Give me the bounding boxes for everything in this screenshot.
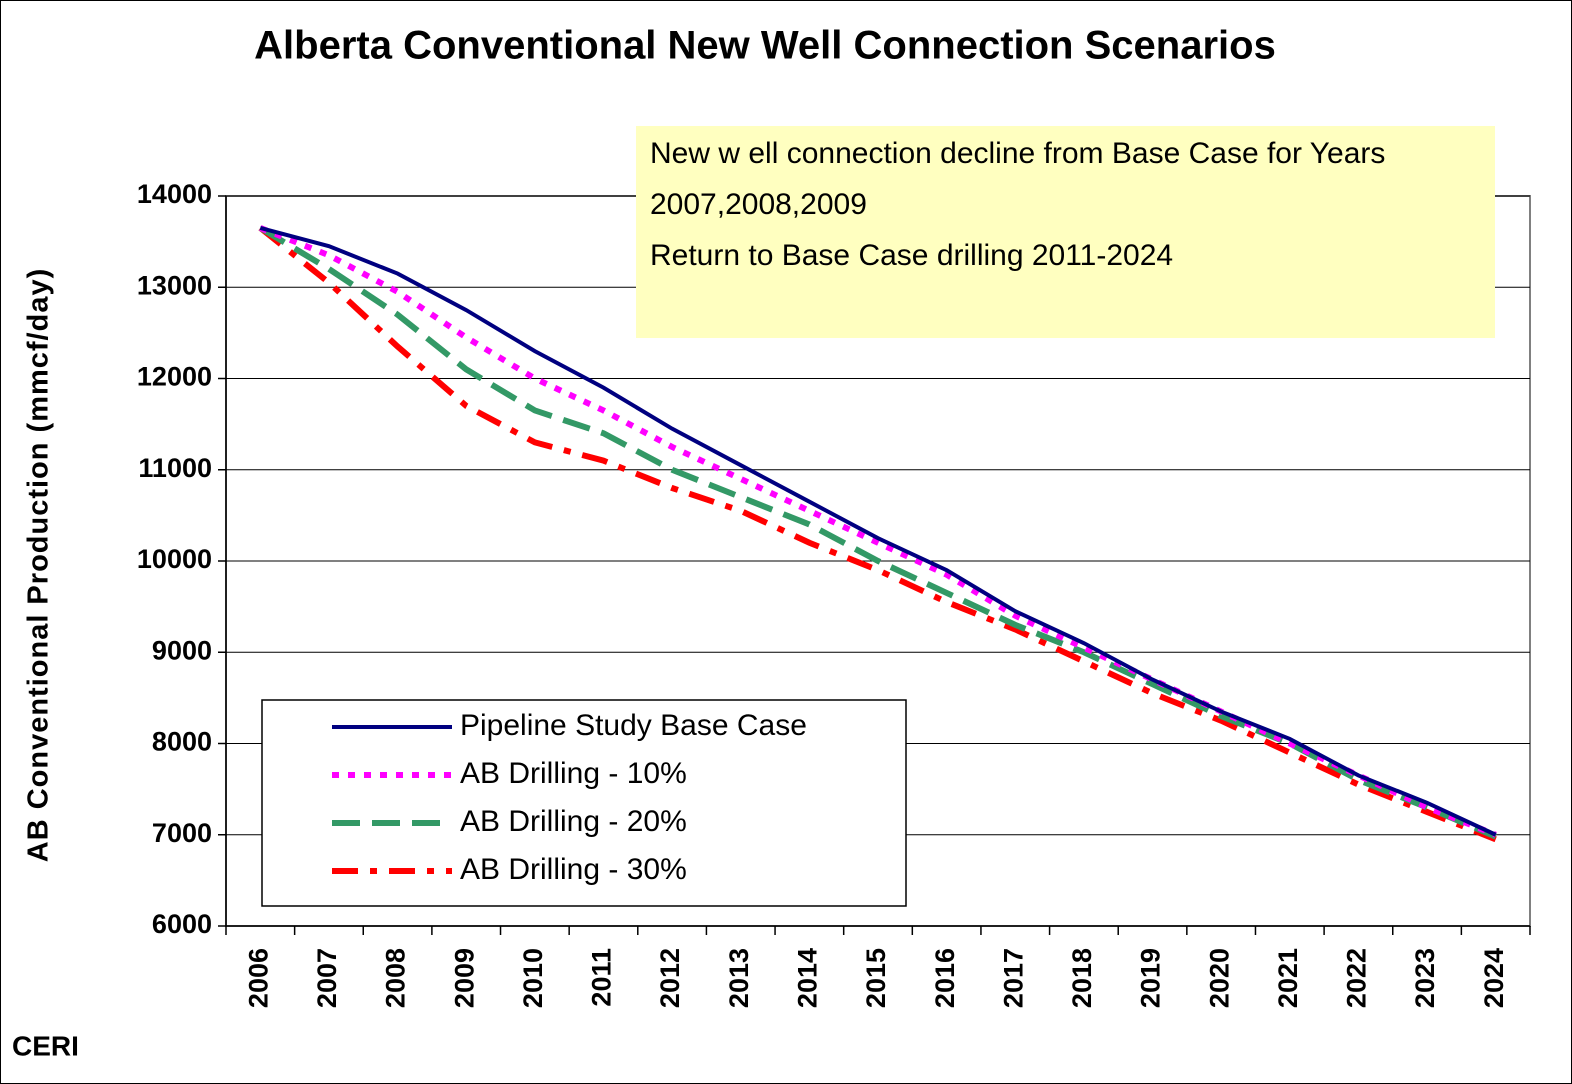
series-line xyxy=(259,226,1497,837)
x-tick-label: 2017 xyxy=(998,948,1028,1008)
x-tick-label: 2021 xyxy=(1273,948,1303,1008)
y-tick-label: 6000 xyxy=(152,909,212,939)
y-tick-label: 11000 xyxy=(138,453,212,483)
y-tick-label: 14000 xyxy=(137,179,212,209)
x-tick-label: 2016 xyxy=(930,948,960,1008)
y-tick-label: 9000 xyxy=(152,635,212,665)
y-tick-label: 10000 xyxy=(137,544,212,574)
x-tick-label: 2008 xyxy=(381,948,411,1008)
x-tick-label: 2007 xyxy=(312,948,342,1008)
y-axis-label: AB Conventional Production (mmcf/day) xyxy=(23,268,55,862)
legend-label: AB Drilling - 10% xyxy=(460,757,687,790)
y-tick-label: 13000 xyxy=(137,270,212,300)
x-tick-label: 2013 xyxy=(724,948,754,1008)
x-tick-label: 2006 xyxy=(243,948,273,1008)
series-line xyxy=(259,225,1497,838)
chart-title: Alberta Conventional New Well Connection… xyxy=(254,24,1276,68)
x-tick-label: 2019 xyxy=(1136,948,1166,1008)
x-tick-label: 2024 xyxy=(1479,948,1509,1008)
legend-label: Pipeline Study Base Case xyxy=(460,709,807,742)
x-tick-label: 2009 xyxy=(449,948,479,1008)
x-tick-label: 2011 xyxy=(587,948,617,1007)
y-tick-label: 7000 xyxy=(152,818,212,848)
x-tick-label: 2015 xyxy=(861,948,891,1008)
legend-label: AB Drilling - 30% xyxy=(460,853,687,886)
legend-label: AB Drilling - 20% xyxy=(460,805,687,838)
legend-box xyxy=(261,699,907,907)
x-tick-label: 2010 xyxy=(518,948,548,1008)
series-line xyxy=(258,225,1497,843)
y-tick-label: 8000 xyxy=(152,727,212,757)
x-tick-label: 2014 xyxy=(792,948,822,1008)
x-tick-label: 2012 xyxy=(655,948,685,1008)
x-tick-label: 2020 xyxy=(1204,948,1234,1008)
x-tick-label: 2018 xyxy=(1067,948,1097,1008)
series-line xyxy=(258,225,1497,840)
x-tick-label: 2023 xyxy=(1410,948,1440,1008)
x-tick-label: 2022 xyxy=(1342,948,1372,1008)
annotation: 2007,2008,2009 xyxy=(650,188,867,221)
annotation: Return to Base Case drilling 2011-2024 xyxy=(650,239,1173,272)
credit: CERI xyxy=(12,1030,79,1061)
annotation: New w ell connection decline from Base C… xyxy=(650,137,1385,170)
annotation-box xyxy=(636,126,1495,338)
y-tick-label: 12000 xyxy=(137,362,212,392)
